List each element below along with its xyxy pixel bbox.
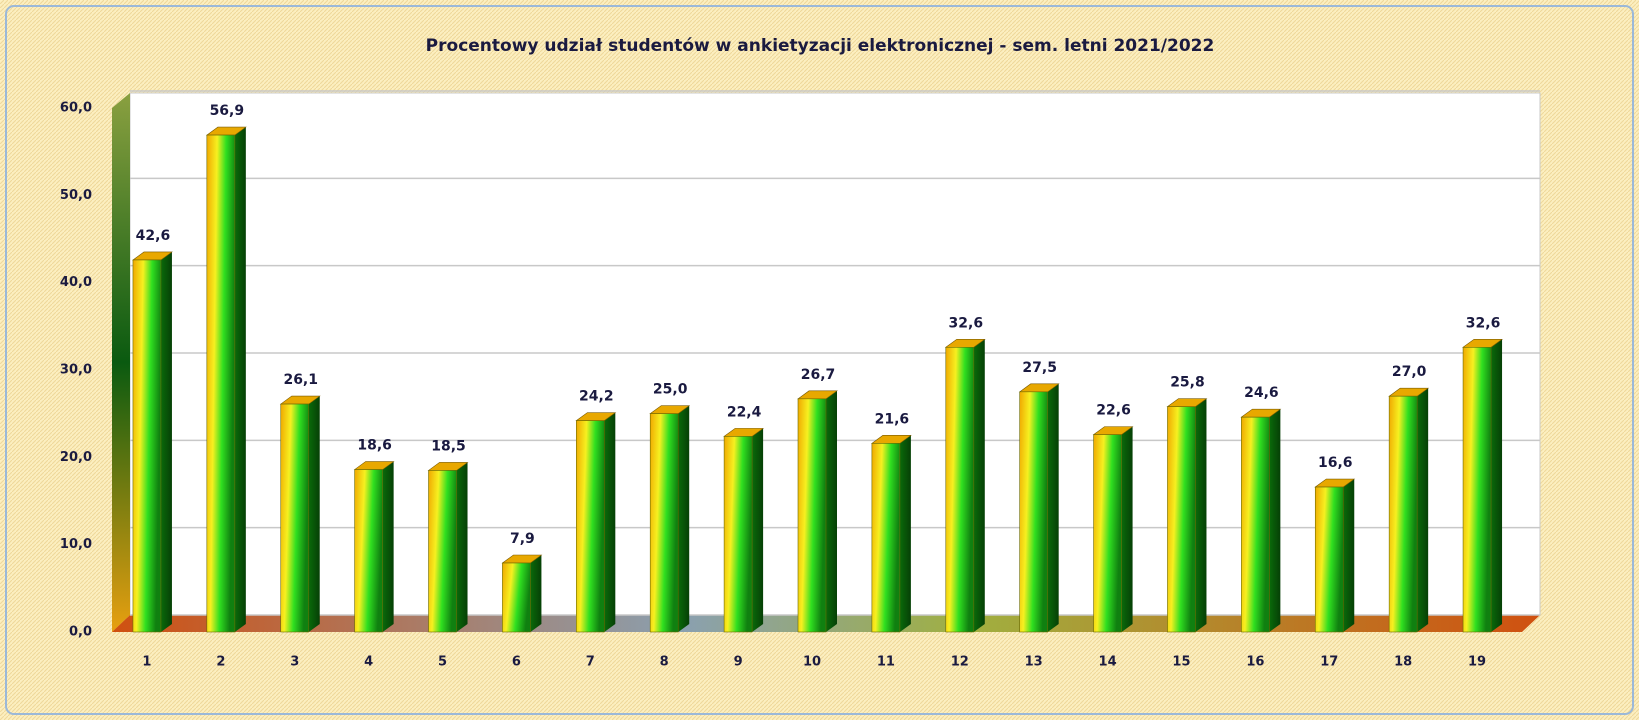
x-tick-label: 5 [438,655,447,670]
x-tick-label: 3 [290,655,299,670]
data-label: 42,6 [136,228,171,244]
data-label: 22,4 [727,404,762,420]
bar [649,413,679,633]
bar [354,469,383,633]
bar-side [1343,479,1355,632]
bar-side [826,390,837,632]
data-label: 24,2 [579,389,614,405]
bar-side [973,339,985,632]
bar-side [1047,383,1059,632]
bar [428,470,457,633]
bar [1462,346,1492,633]
data-label: 25,8 [1170,375,1205,391]
x-tick-label: 2 [216,655,225,670]
bar [1093,434,1122,633]
y-tick-label: 40,0 [60,275,92,290]
y-tick-label: 20,0 [60,450,92,465]
x-tick-label: 19 [1468,655,1486,670]
side-wall [112,93,130,632]
data-label: 25,0 [653,382,688,398]
bar-side [1491,339,1503,632]
x-tick-label: 13 [1025,655,1043,670]
data-label: 32,6 [1466,315,1501,331]
bar [1019,391,1048,633]
bar-side [382,461,394,632]
bar-side [752,428,764,632]
y-tick-label: 0,0 [69,625,92,640]
bar [1314,486,1344,633]
x-tick-label: 4 [364,655,373,670]
bar [1167,406,1196,633]
x-tick-label: 1 [142,655,151,670]
bar [576,420,605,633]
x-tick-label: 15 [1172,655,1190,670]
chart-title: Procentowy udział studentów w ankietyzac… [426,36,1215,56]
data-label: 27,0 [1392,364,1427,380]
bar-side [308,396,320,632]
x-tick-label: 6 [512,655,521,670]
x-tick-label: 11 [877,655,895,670]
data-label: 16,6 [1318,455,1353,471]
y-tick-label: 50,0 [60,188,92,203]
x-tick-label: 14 [1099,655,1117,670]
bar-side [899,435,911,632]
x-tick-label: 18 [1394,655,1412,670]
bar [206,134,236,633]
bar-side [160,251,172,632]
data-label: 18,5 [431,438,466,454]
x-tick-label: 17 [1320,655,1338,670]
bar [723,436,753,633]
data-label: 26,1 [283,372,318,388]
y-tick-label: 60,0 [60,101,92,116]
y-tick-label: 10,0 [60,537,92,552]
data-label: 27,5 [1022,360,1057,376]
bar [1388,395,1418,633]
bar [132,259,162,633]
data-label: 32,6 [949,315,984,331]
bar-side [1195,398,1207,632]
x-tick-label: 7 [586,655,595,670]
data-label: 24,6 [1244,385,1279,401]
data-label: 26,7 [801,367,836,383]
bar-side [678,405,690,632]
bar-side [1121,426,1133,632]
bar [797,398,827,633]
x-tick-label: 9 [734,655,743,670]
bar-side [456,462,468,632]
bar [1241,416,1270,633]
chart-border [5,5,1634,715]
bar [502,562,531,633]
bar [945,346,975,633]
x-tick-label: 12 [951,655,969,670]
data-label: 18,6 [357,438,392,454]
bar [871,443,901,633]
x-tick-label: 16 [1246,655,1264,670]
y-tick-label: 30,0 [60,363,92,378]
data-label: 21,6 [875,411,910,427]
bar-side [234,127,246,632]
bar-side [1417,388,1429,632]
data-label: 7,9 [510,531,535,547]
bar-side [530,555,542,632]
data-label: 56,9 [210,103,245,119]
x-tick-label: 10 [803,655,821,670]
x-tick-label: 8 [660,655,669,670]
bar-side [1269,409,1281,632]
bar-side [604,412,616,632]
data-label: 22,6 [1096,403,1131,419]
bar [280,403,310,633]
